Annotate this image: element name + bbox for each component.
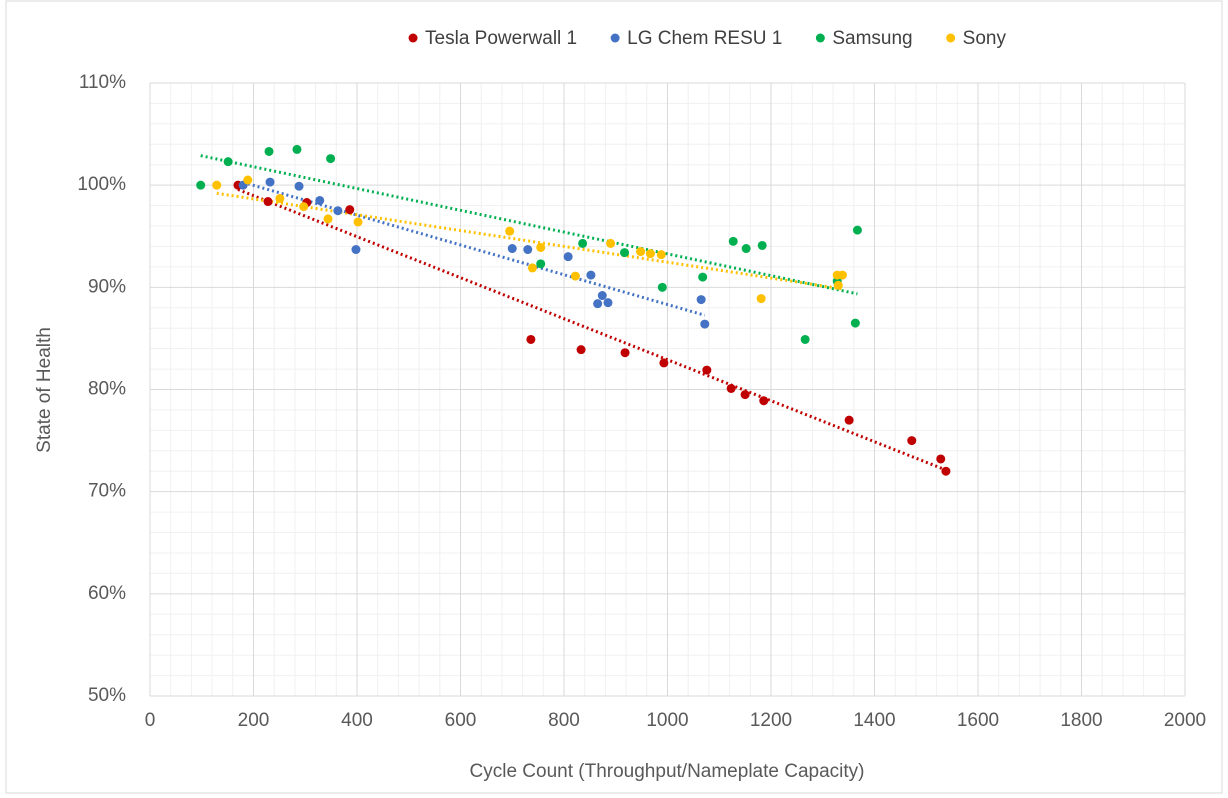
- data-point: [593, 299, 603, 309]
- data-point: [740, 390, 750, 400]
- trendline: [200, 154, 858, 296]
- data-point: [223, 157, 233, 167]
- x-tick-label: 400: [341, 710, 373, 731]
- legend-label: Samsung: [832, 28, 912, 49]
- legend-marker: [815, 33, 825, 43]
- data-point: [570, 271, 580, 281]
- x-tick-label: 1400: [853, 710, 895, 731]
- x-tick-label: 0: [145, 710, 156, 731]
- data-point: [212, 180, 222, 190]
- data-point: [315, 195, 325, 205]
- y-tick-label: 60%: [88, 583, 126, 604]
- data-point: [576, 345, 586, 355]
- data-point: [741, 244, 751, 254]
- data-point: [941, 466, 951, 476]
- data-point: [536, 259, 546, 269]
- x-tick-label: 800: [548, 710, 580, 731]
- data-point: [292, 144, 302, 154]
- data-point: [563, 252, 573, 262]
- x-tick-label: 200: [238, 710, 270, 731]
- x-tick-label: 1600: [957, 710, 999, 731]
- data-point: [700, 319, 710, 329]
- data-point: [586, 270, 596, 280]
- data-point: [757, 240, 767, 250]
- data-point: [597, 291, 607, 301]
- data-point: [196, 180, 206, 190]
- y-tick-label: 70%: [88, 481, 126, 502]
- data-point: [852, 225, 862, 235]
- x-axis-title: Cycle Count (Throughput/Nameplate Capaci…: [470, 761, 865, 782]
- data-point: [728, 236, 738, 246]
- legend-label: Sony: [963, 28, 1007, 49]
- data-point: [833, 280, 843, 290]
- legend-marker: [946, 33, 956, 43]
- legend-label: Tesla Powerwall 1: [425, 28, 577, 49]
- data-point: [606, 238, 616, 248]
- data-point: [837, 270, 847, 280]
- x-tick-label: 1200: [750, 710, 792, 731]
- data-point: [578, 238, 588, 248]
- legend-marker: [408, 33, 418, 43]
- data-point: [265, 177, 275, 187]
- data-point: [726, 383, 736, 393]
- data-point: [620, 348, 630, 358]
- data-point: [702, 365, 712, 375]
- data-point: [800, 334, 810, 344]
- data-point: [936, 454, 946, 464]
- data-point: [294, 181, 304, 191]
- data-point: [264, 146, 274, 156]
- data-point: [507, 244, 517, 254]
- data-point: [505, 226, 515, 236]
- data-point: [536, 242, 546, 252]
- data-point: [527, 263, 537, 273]
- x-tick-label: 1800: [1060, 710, 1102, 731]
- data-point: [850, 318, 860, 328]
- trendline: [237, 188, 947, 472]
- data-point: [263, 197, 273, 207]
- data-point: [603, 298, 613, 308]
- x-tick-label: 600: [445, 710, 477, 731]
- data-point: [243, 175, 253, 185]
- data-point: [620, 248, 630, 258]
- data-point: [333, 206, 343, 216]
- data-point: [645, 249, 655, 259]
- data-point: [299, 202, 309, 212]
- y-tick-label: 100%: [77, 174, 126, 195]
- legend-label: LG Chem RESU 1: [627, 28, 782, 49]
- data-point: [659, 358, 669, 368]
- x-tick-label: 2000: [1164, 710, 1206, 731]
- data-point: [351, 245, 361, 255]
- y-axis-title: State of Health: [34, 327, 55, 453]
- data-point: [353, 217, 363, 227]
- data-point: [657, 282, 667, 292]
- data-point: [698, 272, 708, 282]
- data-point: [323, 214, 333, 224]
- data-point: [523, 245, 533, 255]
- data-point: [656, 250, 666, 260]
- data-point: [275, 193, 285, 203]
- data-point: [696, 295, 706, 305]
- data-point: [907, 436, 917, 446]
- data-point: [844, 415, 854, 425]
- data-point: [759, 396, 769, 406]
- y-tick-label: 110%: [79, 72, 126, 93]
- x-tick-label: 1000: [646, 710, 688, 731]
- trendline: [216, 191, 843, 291]
- y-tick-label: 90%: [88, 276, 126, 297]
- y-tick-label: 50%: [88, 685, 126, 706]
- y-tick-label: 80%: [88, 379, 126, 400]
- data-point: [756, 294, 766, 304]
- data-point: [326, 154, 336, 164]
- legend-marker: [610, 33, 620, 43]
- data-point: [345, 205, 355, 215]
- data-point: [636, 247, 646, 257]
- data-point: [526, 334, 536, 344]
